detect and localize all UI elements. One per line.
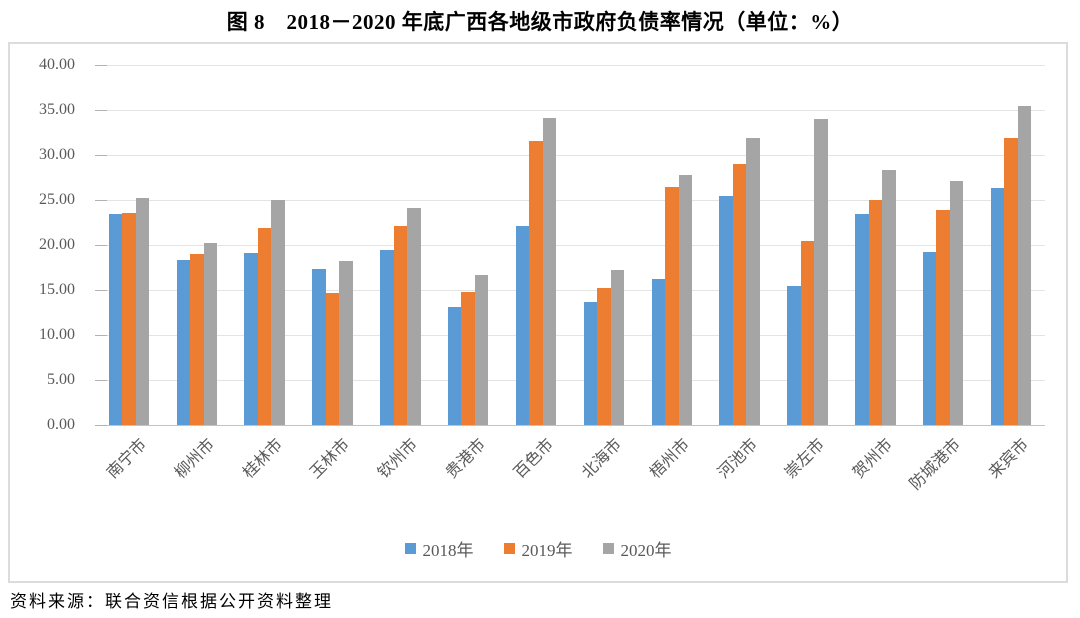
y-tick [95,379,107,381]
y-tick [95,64,107,66]
x-axis-label: 来宾市 [986,436,1033,482]
y-axis-label: 25.00 [39,191,75,208]
y-tick [95,289,107,291]
y-axis-label: 15.00 [39,281,75,298]
bar-2020年-南宁市 [135,198,150,425]
y-axis-label: 40.00 [39,56,75,73]
bar-2020年-百色市 [542,118,557,425]
y-axis-label: 10.00 [39,326,75,343]
y-tick [95,109,107,111]
x-axis-label: 贵港市 [443,436,490,482]
bar-2018年-百色市 [515,226,530,425]
bar-2019年-河池市 [732,164,747,425]
bar-2019年-贵港市 [461,291,475,425]
y-axis-label: 30.00 [39,146,75,163]
bar-2020年-梧州市 [678,174,693,425]
x-axis-label: 河池市 [714,436,761,482]
bar-2020年-河池市 [746,137,760,425]
y-axis-label: 20.00 [39,236,75,253]
x-axis-line [95,424,1045,426]
bar-2018年-北海市 [583,301,598,425]
bar-2018年-崇左市 [787,286,801,425]
gridline [95,289,1045,291]
x-axis-label: 梧州市 [646,436,693,482]
bar-2018年-梧州市 [651,279,666,425]
bar-2018年-贵港市 [447,307,462,425]
bar-2019年-北海市 [597,288,611,425]
bar-2019年-贺州市 [868,200,883,425]
bar-2018年-贺州市 [855,213,869,425]
bar-2018年-来宾市 [990,188,1005,425]
gridline [95,334,1045,336]
bar-2019年-崇左市 [800,240,815,425]
y-axis-label: 0.00 [47,416,75,433]
x-axis-label: 南宁市 [103,436,150,482]
bar-2018年-柳州市 [176,260,191,425]
gridline [95,379,1045,381]
bar-2018年-钦州市 [380,249,394,425]
bar-2018年-河池市 [719,195,733,425]
chart-title: 图 8 2018－2020 年底广西各地级市政府负债率情况（单位：%） [226,10,854,34]
x-axis-label: 崇左市 [782,436,829,482]
bar-2019年-桂林市 [257,227,272,425]
bar-2019年-来宾市 [1004,137,1018,425]
x-axis-label: 北海市 [578,436,625,482]
y-tick [95,334,107,336]
bar-2020年-柳州市 [203,243,218,425]
gridline [95,109,1045,111]
source-note: 资料来源：联合资信根据公开资料整理 [10,592,333,611]
bar-2019年-防城港市 [936,209,950,425]
bar-2020年-贺州市 [882,170,896,425]
x-axis-label: 防城港市 [906,436,965,494]
bar-2020年-钦州市 [407,208,421,425]
bar-2018年-桂林市 [244,253,258,425]
bar-2020年-防城港市 [949,181,964,425]
bar-2019年-柳州市 [190,254,204,425]
y-tick [95,424,107,426]
y-tick [95,154,107,156]
x-axis-label: 贺州市 [850,436,897,482]
legend-label: 2020年 [620,541,672,560]
x-axis-label: 柳州市 [171,436,218,482]
bar-2020年-桂林市 [271,200,285,425]
bar-2019年-钦州市 [393,226,408,425]
bar-2018年-南宁市 [108,214,123,425]
gridline [95,199,1045,201]
chart-frame: 0.00 5.00 10.00 15.00 20.00 25.00 30.00 35.00 40… [8,42,1068,583]
bar-2020年-北海市 [610,270,625,425]
gridline [95,64,1045,66]
x-axis-label: 玉林市 [307,436,354,482]
x-axis-label: 钦州市 [375,436,422,482]
bar-2019年-梧州市 [665,186,679,425]
gridline [95,154,1045,156]
bar-2020年-玉林市 [339,261,353,425]
bar-2018年-防城港市 [922,252,937,425]
bar-2019年-南宁市 [122,212,136,425]
legend-swatch-icon [404,543,416,554]
legend-item: 2020年 [602,536,672,561]
bar-2019年-百色市 [529,140,543,425]
bar-2020年-来宾市 [1017,105,1032,425]
x-axis-label: 桂林市 [239,436,286,482]
bar-2018年-玉林市 [312,269,326,425]
y-axis-label: 35.00 [39,101,75,118]
gridline [95,244,1045,246]
plot-area: 0.00 5.00 10.00 15.00 20.00 25.00 30.00 35.00 40… [39,56,1045,493]
legend-label: 2018年 [422,541,474,560]
legend: 2018年 2019年 2020年 [10,536,1066,561]
legend-swatch-icon [602,543,614,554]
y-tick [95,244,107,246]
y-axis-label: 5.00 [47,371,75,388]
bar-2019年-玉林市 [325,292,340,425]
x-axis-label: 百色市 [511,436,558,482]
bar-2020年-贵港市 [474,274,489,425]
legend-item: 2018年 [404,536,474,561]
y-tick [95,199,107,201]
legend-item: 2019年 [503,536,573,561]
legend-label: 2019年 [521,541,573,560]
bar-2020年-崇左市 [814,119,828,425]
legend-swatch-icon [503,543,515,554]
